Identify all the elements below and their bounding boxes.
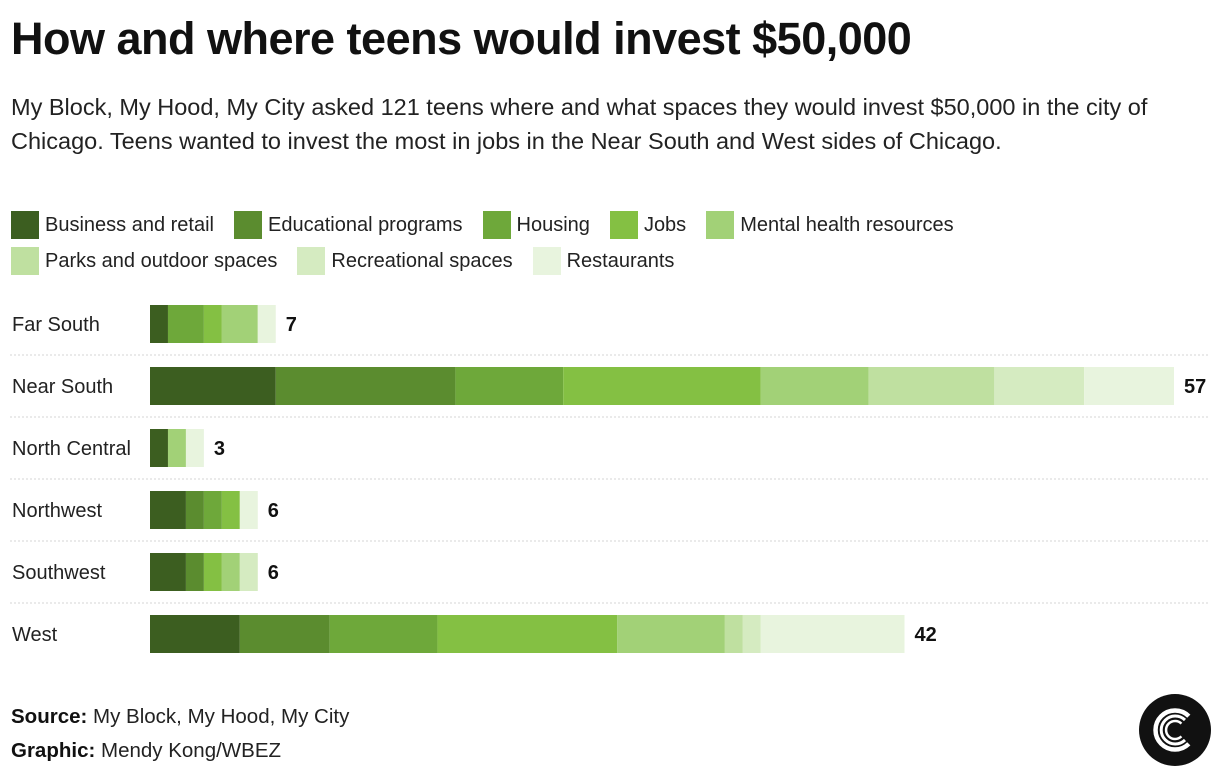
category-label-southwest: Southwest bbox=[12, 562, 106, 584]
legend-label: Mental health resources bbox=[740, 213, 954, 236]
bar-segment-southwest-mental-health-resources bbox=[221, 553, 240, 591]
total-label-near-south: 57 bbox=[1184, 376, 1206, 398]
legend-label: Restaurants bbox=[566, 249, 675, 272]
bar-segment-southwest-educational-programs bbox=[185, 553, 204, 591]
bar-segment-near-south-recreational-spaces bbox=[994, 367, 1085, 405]
bar-segment-northwest-housing bbox=[203, 491, 222, 529]
bar-segment-northwest-restaurants bbox=[239, 491, 258, 529]
bar-segment-far-south-restaurants bbox=[257, 305, 276, 343]
category-label-near-south: Near South bbox=[12, 376, 113, 398]
chart-subtitle: My Block, My Hood, My City asked 121 tee… bbox=[11, 94, 1148, 154]
category-label-far-south: Far South bbox=[12, 314, 100, 336]
bar-segment-west-educational-programs bbox=[239, 615, 330, 653]
bar-segment-west-parks-and-outdoor-spaces bbox=[724, 615, 743, 653]
bar-segment-near-south-restaurants bbox=[1084, 367, 1174, 405]
legend-swatch bbox=[609, 211, 638, 239]
bar-segment-southwest-recreational-spaces bbox=[239, 553, 258, 591]
legend-swatch bbox=[11, 247, 39, 275]
legend: Business and retail Educational programs… bbox=[11, 211, 1216, 275]
source-line: Source: My Block, My Hood, My City bbox=[11, 705, 349, 729]
legend-item-mental-health-resources: Mental health resources bbox=[706, 211, 954, 239]
source-text: My Block, My Hood, My City bbox=[93, 705, 350, 728]
bar-segment-north-central-restaurants bbox=[185, 429, 204, 467]
bar-segment-west-housing bbox=[329, 615, 438, 653]
total-label-north-central: 3 bbox=[214, 438, 225, 460]
graphic-label: Graphic: bbox=[11, 739, 96, 762]
legend-item-restaurants: Restaurants bbox=[532, 247, 675, 275]
category-label-west: West bbox=[12, 624, 58, 646]
legend-label: Business and retail bbox=[45, 213, 214, 236]
graphic-text: Mendy Kong/WBEZ bbox=[101, 739, 282, 762]
legend-swatch bbox=[11, 211, 39, 239]
legend-swatch bbox=[532, 247, 561, 275]
legend-swatch bbox=[706, 211, 735, 239]
legend-item-housing: Housing bbox=[482, 211, 590, 239]
total-label-southwest: 6 bbox=[268, 562, 279, 584]
bar-segment-west-jobs bbox=[437, 615, 618, 653]
legend-swatch bbox=[482, 211, 511, 239]
bar-segment-far-south-mental-health-resources bbox=[221, 305, 258, 343]
bar-segment-north-central-business-and-retail bbox=[150, 429, 168, 467]
legend-swatch bbox=[297, 247, 326, 275]
bar-segment-far-south-business-and-retail bbox=[150, 305, 168, 343]
bar-segment-west-business-and-retail bbox=[150, 615, 240, 653]
legend-item-recreational-spaces: Recreational spaces bbox=[297, 247, 513, 275]
chart-title: How and where teens would invest $50,000 bbox=[11, 13, 912, 64]
bar-segment-west-mental-health-resources bbox=[617, 615, 725, 653]
bar-segment-northwest-jobs bbox=[221, 491, 240, 529]
legend-item-business-and-retail: Business and retail bbox=[11, 211, 214, 239]
legend-item-jobs: Jobs bbox=[609, 211, 687, 239]
bar-segment-southwest-business-and-retail bbox=[150, 553, 186, 591]
bar-segment-near-south-housing bbox=[455, 367, 564, 405]
legend-label: Housing bbox=[516, 213, 590, 236]
legend-label: Recreational spaces bbox=[331, 249, 513, 272]
bar-segment-near-south-parks-and-outdoor-spaces bbox=[868, 367, 995, 405]
bar-segment-far-south-jobs bbox=[203, 305, 222, 343]
total-label-west: 42 bbox=[915, 624, 937, 646]
legend-label: Educational programs bbox=[267, 213, 463, 236]
legend-label: Jobs bbox=[643, 213, 687, 236]
bar-segment-near-south-educational-programs bbox=[275, 367, 456, 405]
bar-segment-near-south-business-and-retail bbox=[150, 367, 276, 405]
bar-segment-southwest-jobs bbox=[203, 553, 222, 591]
bar-segment-northwest-educational-programs bbox=[185, 491, 204, 529]
legend-item-parks-and-outdoor-spaces: Parks and outdoor spaces bbox=[11, 247, 277, 275]
bar-segment-near-south-mental-health-resources bbox=[760, 367, 869, 405]
source-label: Source: bbox=[11, 705, 88, 728]
bar-segment-west-restaurants bbox=[760, 615, 905, 653]
legend-label: Parks and outdoor spaces bbox=[45, 249, 278, 272]
graphic-credit-line: Graphic: Mendy Kong/WBEZ bbox=[11, 739, 281, 763]
category-label-north-central: North Central bbox=[12, 438, 131, 460]
bar-segment-near-south-jobs bbox=[563, 367, 761, 405]
total-label-far-south: 7 bbox=[286, 314, 297, 336]
bar-segment-far-south-housing bbox=[167, 305, 204, 343]
legend-swatch bbox=[233, 211, 262, 239]
bar-segment-north-central-mental-health-resources bbox=[167, 429, 186, 467]
bar-segment-west-recreational-spaces bbox=[742, 615, 761, 653]
category-label-northwest: Northwest bbox=[12, 500, 102, 522]
chicago-sun-times-c-logo-icon bbox=[1139, 694, 1211, 766]
bar-segment-northwest-business-and-retail bbox=[150, 491, 186, 529]
legend-item-educational-programs: Educational programs bbox=[233, 211, 463, 239]
stacked-bar-chart: Far South 7 Near South 57 North Central 3 Nort… bbox=[10, 305, 1208, 653]
total-label-northwest: 6 bbox=[268, 500, 279, 522]
